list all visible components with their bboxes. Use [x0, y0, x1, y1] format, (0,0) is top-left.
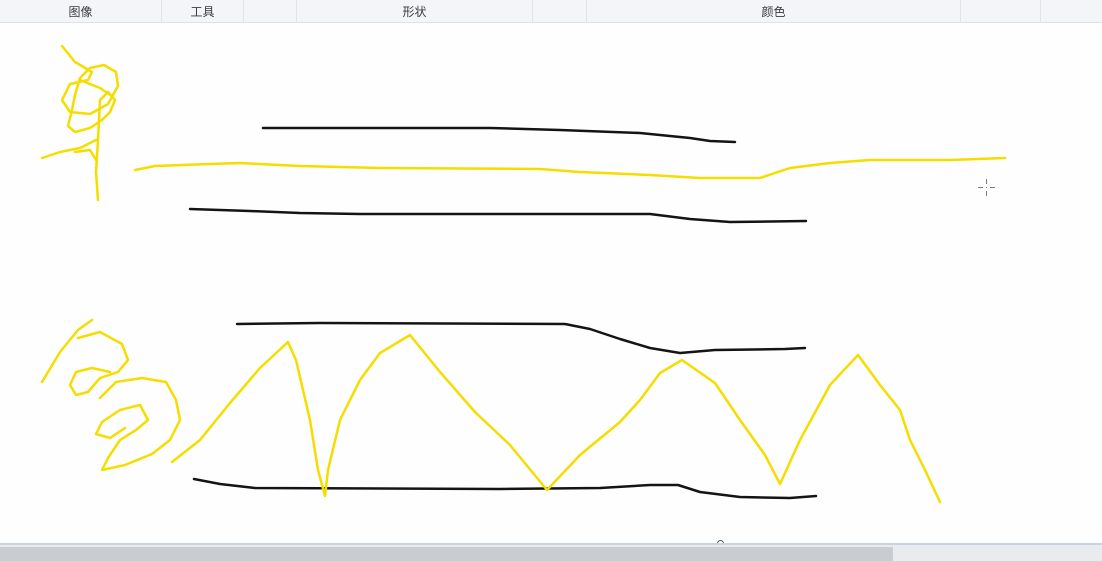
- yellow-strokes: [40, 44, 1007, 504]
- black-strokes: [188, 126, 818, 500]
- group-tools-label: 工具: [190, 5, 215, 19]
- group-divider: [960, 0, 961, 22]
- yellow-handwriting-bottom: [40, 318, 182, 472]
- group-shapes[interactable]: 形状: [297, 0, 532, 23]
- group-divider: [532, 0, 533, 22]
- group-divider: [1040, 0, 1041, 22]
- group-divider: [243, 0, 244, 22]
- crosshair-cursor-icon: [978, 179, 995, 196]
- black-line-4: [192, 477, 818, 500]
- group-image-label: 图像: [68, 5, 93, 19]
- horizontal-scrollbar[interactable]: [0, 543, 1102, 561]
- ribbon-group-headers: 图像 工具 形状 颜色: [0, 0, 1102, 23]
- yellow-zigzag: [170, 333, 942, 504]
- group-divider: [161, 0, 162, 22]
- canvas-drawing: [40, 44, 1007, 504]
- group-colors-label: 颜色: [761, 5, 786, 19]
- group-divider: [296, 0, 297, 22]
- group-shapes-label: 形状: [402, 5, 427, 19]
- group-divider: [586, 0, 587, 22]
- drawing-canvas[interactable]: [0, 23, 1102, 541]
- group-tools[interactable]: 工具: [162, 0, 243, 23]
- yellow-line-top: [133, 156, 1007, 180]
- scrollbar-thumb[interactable]: [0, 547, 893, 561]
- black-line-2: [188, 207, 808, 224]
- group-colors[interactable]: 颜色: [587, 0, 960, 23]
- black-line-3: [235, 321, 807, 355]
- yellow-handwriting-top: [40, 44, 120, 202]
- group-image[interactable]: 图像: [0, 0, 161, 23]
- black-line-1: [261, 126, 737, 144]
